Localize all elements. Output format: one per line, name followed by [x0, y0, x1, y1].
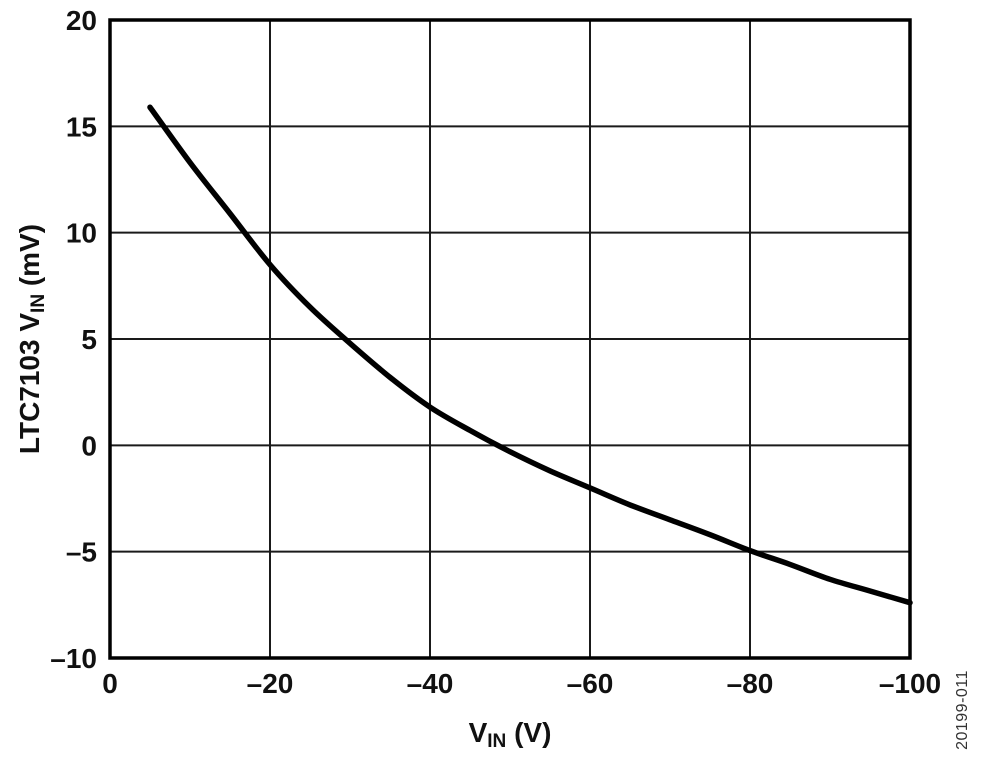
x-axis-title-post: (V) [506, 717, 552, 748]
y-axis-title-post: (mV) [14, 223, 45, 294]
data-curve [147, 104, 913, 606]
x-tick-label: –100 [879, 668, 941, 699]
y-tick-label: 20 [66, 5, 97, 36]
plot-border [108, 18, 912, 660]
figure-number-watermark: 20199-011 [954, 670, 971, 750]
y-tick-label: 10 [66, 218, 97, 249]
x-axis-title-pre: V [468, 717, 488, 748]
y-tick-label: 0 [81, 430, 97, 461]
x-tick-label: –80 [727, 668, 774, 699]
y-axis-title-pre: LTC7103 V [14, 312, 45, 455]
y-axis-title: LTC7103 VIN (mV) [14, 223, 49, 455]
x-axis-title: VIN (V) [468, 717, 552, 752]
y-tick-label: 15 [66, 111, 97, 142]
x-tick-label: –20 [247, 668, 294, 699]
y-tick-label: –5 [66, 537, 97, 568]
x-tick-label: 0 [102, 668, 118, 699]
x-axis-title-sub: IN [487, 730, 507, 752]
y-tick-label: 5 [81, 324, 97, 355]
y-tick-label: –10 [50, 643, 97, 674]
x-tick-label: –40 [407, 668, 454, 699]
y-axis-title-sub: IN [27, 293, 49, 313]
x-tick-label: –60 [567, 668, 614, 699]
